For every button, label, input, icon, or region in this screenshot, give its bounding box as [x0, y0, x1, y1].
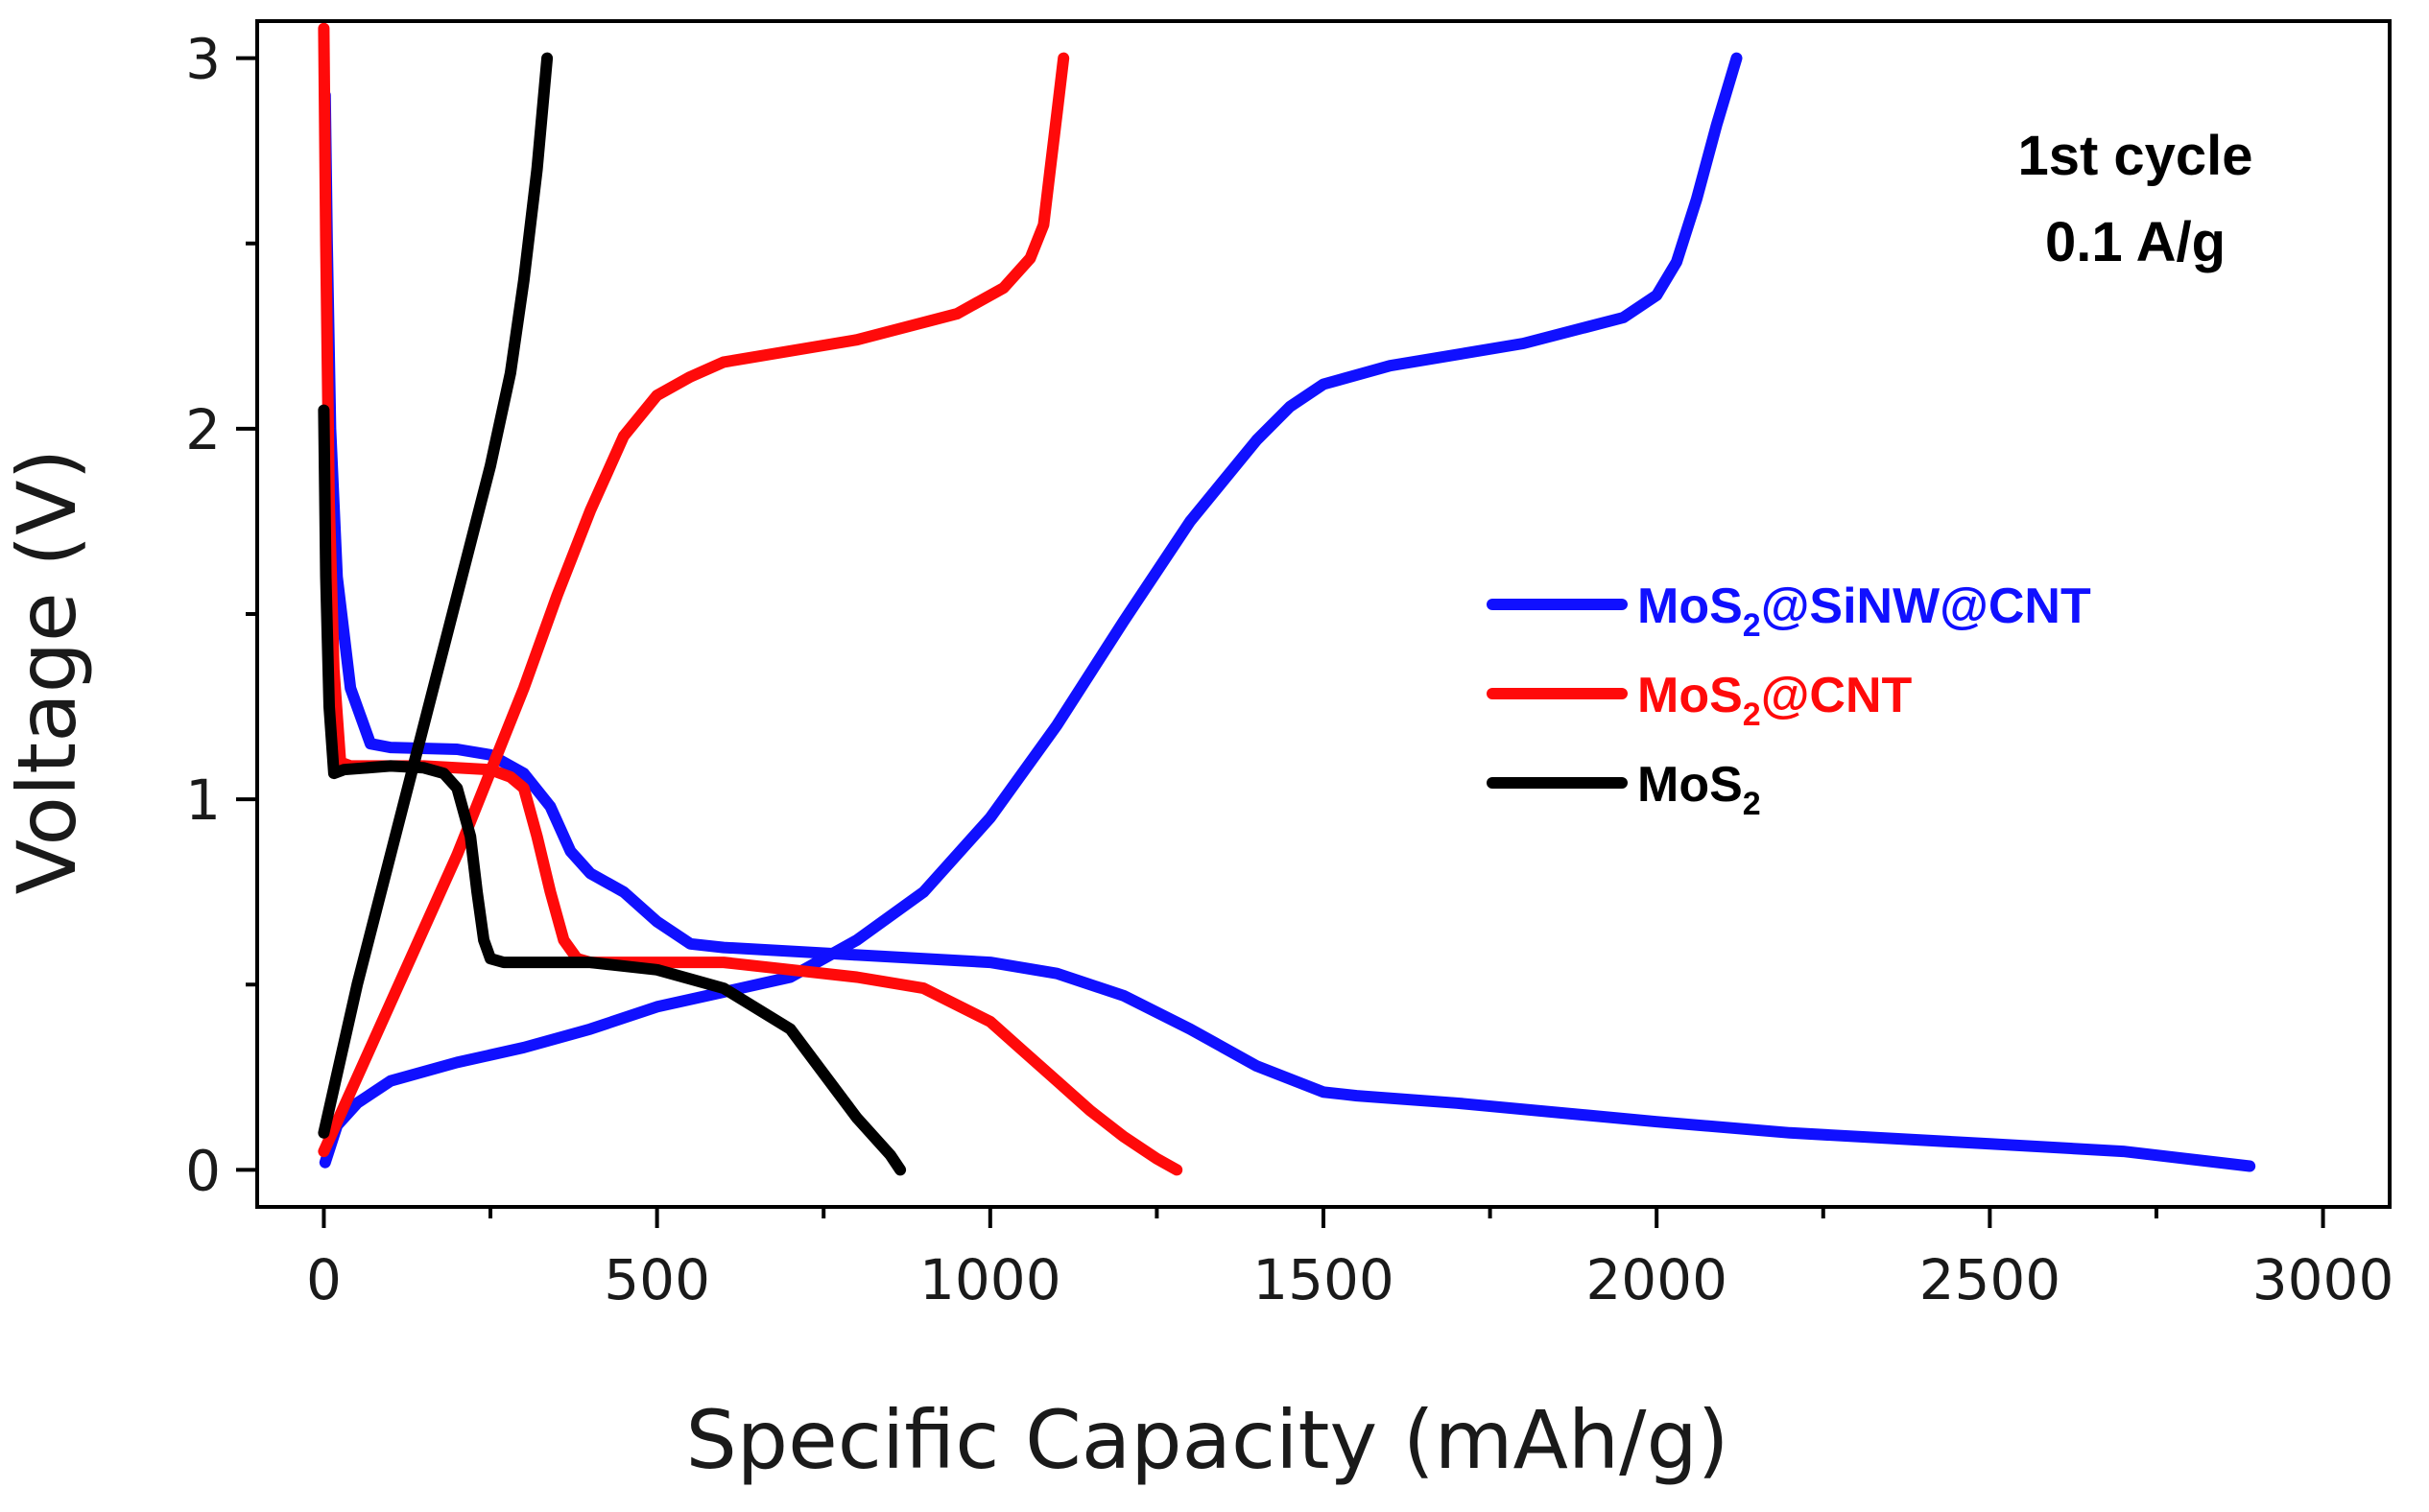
legend-label-subscript: 2 — [1743, 786, 1761, 822]
y-tick-label: 0 — [185, 1138, 221, 1203]
series-2-discharge-line — [318, 404, 907, 1176]
x-tick-label: 3000 — [2252, 1247, 2394, 1312]
annotation-cycle: 1st cycle — [2017, 125, 2252, 187]
series-1-charge-line — [318, 52, 1070, 1158]
x-tick-label: 1500 — [1252, 1247, 1394, 1312]
y-tick-label: 3 — [185, 27, 221, 92]
annotation-rate: 0.1 A/g — [2045, 211, 2226, 273]
y-axis-title: Voltage (V) — [0, 449, 94, 895]
x-axis-title: Specific Capacity (mAh/g) — [685, 1393, 1728, 1487]
legend-label: MoS2@SiNW@CNT — [1637, 579, 2091, 644]
legend-label: MoS2@CNT — [1637, 668, 1912, 733]
legend-label-rest: @SiNW@CNT — [1761, 579, 2091, 634]
legend-label-subscript: 2 — [1743, 607, 1761, 644]
legend-label-main: MoS — [1637, 668, 1743, 723]
legend-label-main: MoS — [1637, 757, 1743, 813]
legend-label: MoS2 — [1637, 757, 1761, 822]
series-layer — [318, 22, 2256, 1176]
legend-label-rest: @CNT — [1761, 668, 1913, 723]
legend-label-subscript: 2 — [1743, 697, 1761, 733]
x-tick-label: 0 — [306, 1247, 342, 1312]
series-1-discharge-line — [318, 22, 1183, 1176]
x-tick-label: 2500 — [1919, 1247, 2061, 1312]
series-0-charge-line — [319, 52, 1743, 1169]
series-0-discharge-line — [319, 89, 2256, 1172]
ticks-layer: 0 500 1000 1500 2000 2500 3000 0 1 2 3 — [185, 27, 2393, 1312]
y-tick-label: 2 — [185, 397, 221, 462]
y-tick-label: 1 — [185, 768, 221, 833]
x-tick-label: 1000 — [919, 1247, 1061, 1312]
x-tick-label: 2000 — [1585, 1247, 1727, 1312]
legend-label-main: MoS — [1637, 579, 1743, 634]
series-2-charge-line — [318, 52, 554, 1139]
x-tick-label: 500 — [604, 1247, 710, 1312]
